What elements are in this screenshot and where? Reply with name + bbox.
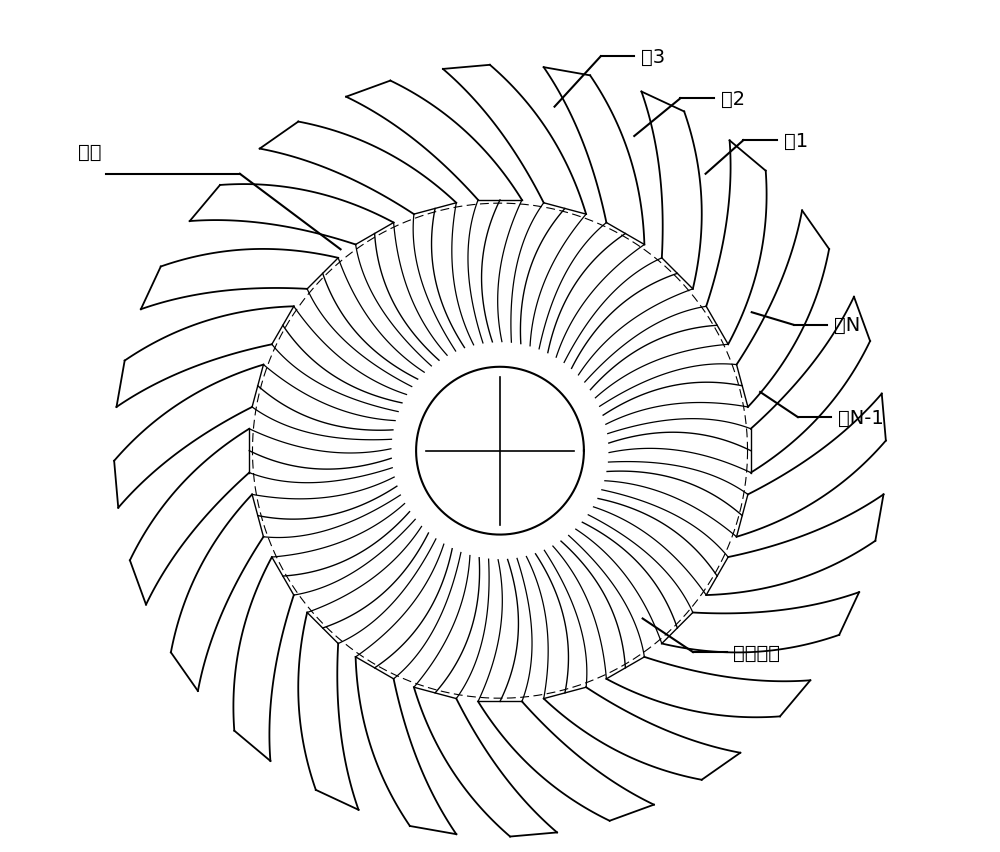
Text: 齿1: 齿1	[784, 131, 808, 151]
Text: 齿2: 齿2	[721, 89, 745, 108]
Text: 齿N-1: 齿N-1	[838, 408, 884, 427]
Text: 齿3: 齿3	[641, 48, 665, 66]
Text: 齿N: 齿N	[834, 316, 860, 335]
Text: 安装底座: 安装底座	[733, 642, 780, 662]
Text: 导线: 导线	[78, 143, 101, 162]
